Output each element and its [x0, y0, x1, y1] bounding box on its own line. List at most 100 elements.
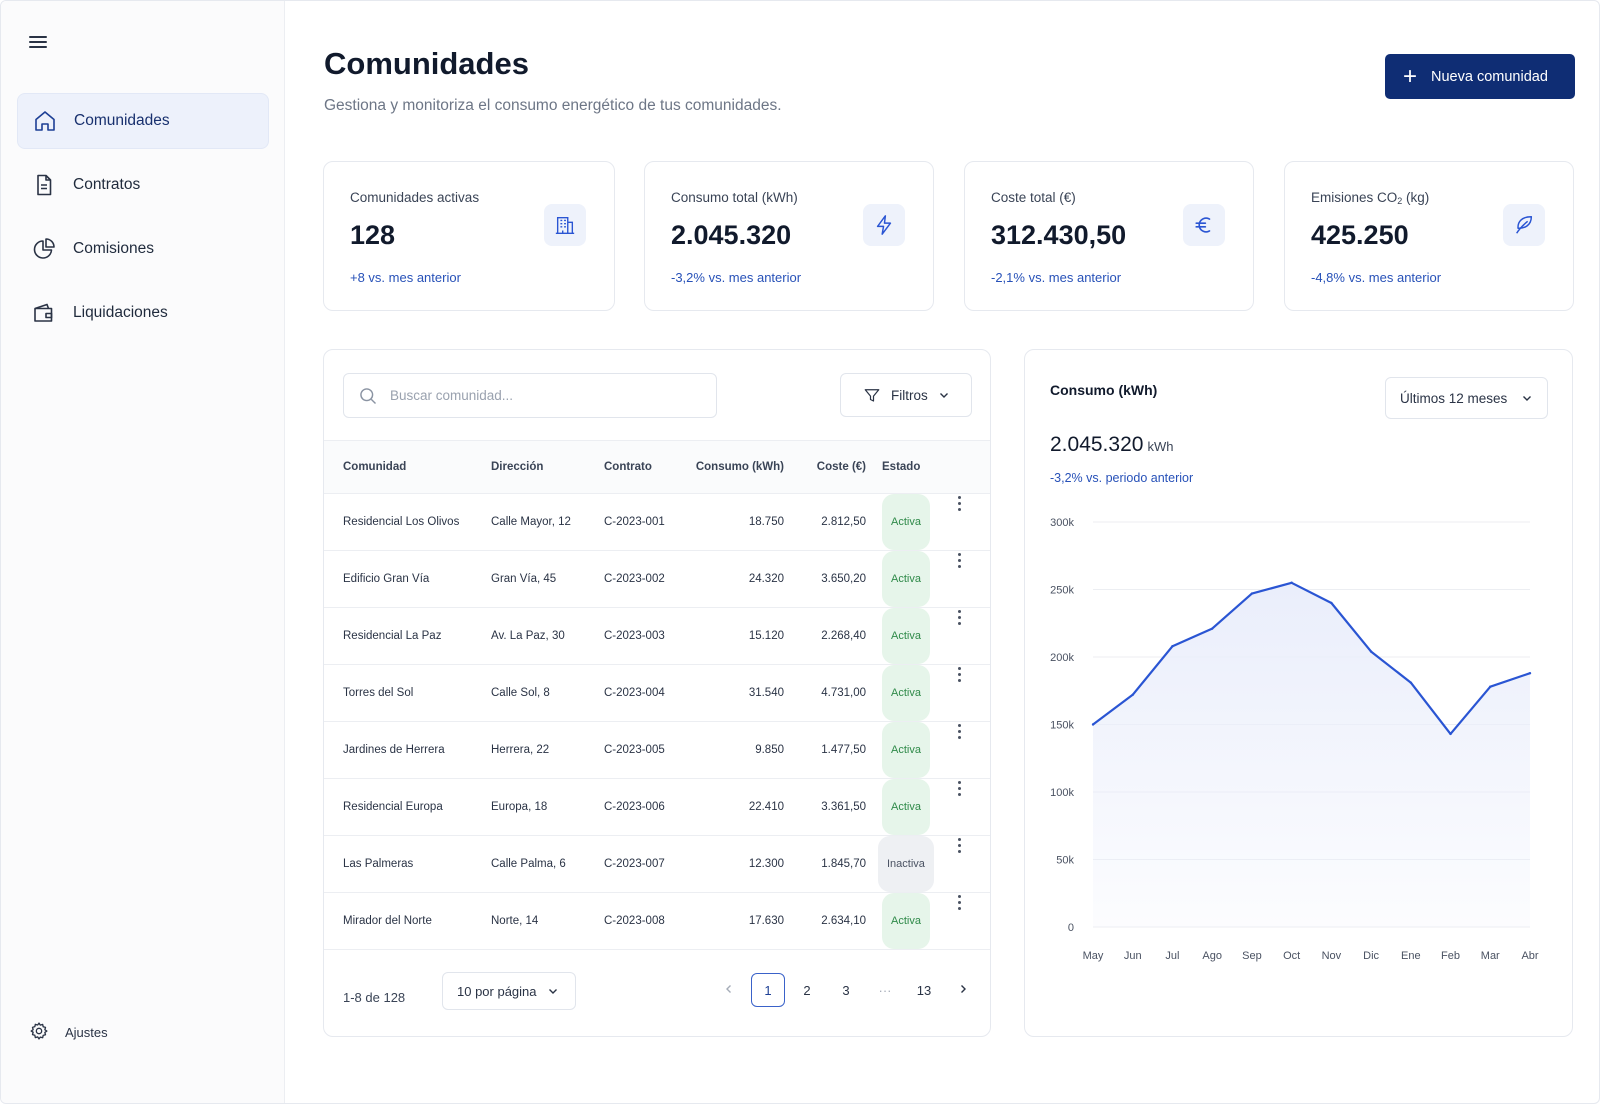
row-actions-icon[interactable]: [952, 893, 966, 949]
cell-consumption: 17.630: [748, 915, 784, 927]
row-actions-icon[interactable]: [952, 494, 966, 550]
y-tick-label: 200k: [1050, 652, 1074, 664]
per-page-select[interactable]: 10 por página: [442, 972, 576, 1010]
row-actions-icon[interactable]: [952, 722, 966, 778]
next-page-button[interactable]: [946, 973, 980, 1007]
data-point: [1131, 693, 1134, 696]
menu-toggle-icon[interactable]: [29, 33, 51, 55]
cell-cost: 2.634,10: [821, 915, 866, 927]
cell-contract: C-2023-006: [604, 801, 665, 813]
stat-card-communities: Comunidades activas 128 +8 vs. mes anter…: [323, 161, 615, 311]
table-row[interactable]: Jardines de Herrera Herrera, 22 C-2023-005…: [324, 722, 990, 779]
settings-label: Ajustes: [65, 1024, 108, 1040]
stat-value: 128: [350, 220, 396, 250]
x-tick-label: May: [1083, 950, 1104, 962]
table-row[interactable]: Las Palmeras Calle Palma, 6 C-2023-007 12.3…: [324, 836, 990, 893]
table-row[interactable]: Torres del Sol Calle Sol, 8 C-2023-004 31.5…: [324, 665, 990, 722]
page-button-3[interactable]: 3: [842, 982, 850, 998]
status-badge: Activa: [882, 779, 930, 835]
cell-contract: C-2023-007: [604, 858, 665, 870]
sidebar-item-contratos[interactable]: Contratos: [17, 157, 269, 213]
chevron-down-icon: [547, 985, 559, 997]
x-tick-label: Ene: [1401, 950, 1421, 962]
prev-page-button[interactable]: [712, 973, 746, 1007]
per-page-value: 10 por página: [457, 983, 537, 999]
table-row[interactable]: Edificio Gran Vía Gran Vía, 45 C-2023-002 2…: [324, 551, 990, 608]
data-point: [1171, 645, 1174, 648]
leaf-icon: [1503, 204, 1545, 246]
consumption-chart-panel: Consumo (kWh) Últimos 12 meses 2.045.320…: [1024, 349, 1573, 1037]
page-button-1[interactable]: 1: [751, 973, 785, 1007]
sidebar-item-liquidaciones[interactable]: Liquidaciones: [17, 285, 269, 341]
stat-value: 312.430,50: [991, 220, 1127, 250]
stat-card-emissions: Emisiones CO2 (kg) 425.250 -4,8% vs. mes…: [1284, 161, 1574, 311]
cell-address: Gran Vía, 45: [491, 573, 557, 585]
table-row[interactable]: Residencial La Paz Av. La Paz, 30 C-2023-0…: [324, 608, 990, 665]
sidebar-nav: Comunidades Contratos Comisiones Liquida…: [17, 93, 269, 349]
cell-address: Calle Mayor, 12: [491, 516, 571, 528]
cell-contract: C-2023-004: [604, 687, 665, 699]
cell-cost: 1.477,50: [821, 744, 866, 756]
chart-change: -3,2% vs. periodo anterior: [1050, 471, 1194, 485]
cell-cost: 2.268,40: [821, 630, 866, 642]
page-button-2[interactable]: 2: [803, 982, 811, 998]
table-row[interactable]: Residencial Europa Europa, 18 C-2023-006 22…: [324, 779, 990, 836]
range-select[interactable]: Últimos 12 meses: [1385, 377, 1548, 419]
plus-icon: +: [1403, 62, 1418, 90]
status-badge: Activa: [882, 608, 930, 664]
row-actions-icon[interactable]: [952, 608, 966, 664]
table-row[interactable]: Residencial Los Olivos Calle Mayor, 12 C-2…: [324, 494, 990, 551]
status-badge: Activa: [882, 494, 930, 550]
row-actions-icon[interactable]: [952, 665, 966, 721]
search-input[interactable]: Buscar comunidad...: [343, 373, 717, 418]
page-subtitle: Gestiona y monitoriza el consumo energét…: [324, 97, 782, 114]
column-header[interactable]: Coste (€): [816, 461, 866, 473]
x-tick-label: Abr: [1521, 950, 1538, 962]
column-header[interactable]: Estado: [882, 461, 921, 473]
filters-label: Filtros: [891, 387, 928, 403]
column-header[interactable]: Comunidad: [343, 461, 407, 473]
column-header[interactable]: Consumo (kWh): [695, 461, 784, 473]
cell-cost: 3.361,50: [821, 801, 866, 813]
communities-table-panel: Buscar comunidad... Filtros Comunidad Di…: [323, 349, 991, 1037]
cell-community: Jardines de Herrera: [343, 744, 445, 756]
cell-consumption: 9.850: [755, 744, 784, 756]
filters-button[interactable]: Filtros: [840, 373, 972, 417]
column-header[interactable]: Dirección: [491, 461, 544, 473]
column-header[interactable]: Contrato: [604, 461, 652, 473]
cell-community: Mirador del Norte: [343, 915, 432, 927]
x-tick-label: Jul: [1165, 950, 1179, 962]
home-icon: [32, 108, 58, 134]
sidebar-item-label: Comunidades: [74, 112, 170, 129]
table-row[interactable]: Mirador del Norte Norte, 14 C-2023-008 17.6…: [324, 893, 990, 950]
building-icon: [544, 204, 586, 246]
stat-change: +8 vs. mes anterior: [350, 270, 461, 285]
page-ellipsis: ···: [878, 982, 892, 998]
data-point: [1369, 650, 1373, 653]
row-actions-icon[interactable]: [952, 551, 966, 607]
cell-consumption: 24.320: [748, 573, 784, 585]
x-tick-label: Ago: [1202, 950, 1222, 962]
search-placeholder: Buscar comunidad...: [390, 388, 514, 403]
sidebar-item-comunidades[interactable]: Comunidades: [17, 93, 269, 149]
cell-cost: 1.845,70: [821, 858, 866, 870]
settings-link[interactable]: Ajustes: [29, 1021, 108, 1043]
pagination-info: 1-8 de 128: [343, 990, 406, 1005]
sidebar-item-comisiones[interactable]: Comisiones: [17, 221, 269, 277]
sidebar: Comunidades Contratos Comisiones Liquida…: [1, 1, 285, 1103]
row-actions-icon[interactable]: [952, 779, 966, 835]
data-point: [1250, 592, 1254, 595]
lightning-icon: [863, 204, 905, 246]
x-tick-label: Feb: [1441, 950, 1460, 962]
cell-contract: C-2023-003: [604, 630, 665, 642]
cell-community: Las Palmeras: [343, 858, 414, 870]
row-actions-icon[interactable]: [952, 836, 966, 892]
new-community-button[interactable]: + Nueva comunidad: [1385, 54, 1575, 99]
cell-consumption: 12.300: [748, 858, 784, 870]
page-button-13[interactable]: 13: [916, 982, 932, 998]
euro-icon: [1183, 204, 1225, 246]
chevron-left-icon: [723, 983, 735, 998]
cell-address: Herrera, 22: [491, 744, 550, 756]
stat-label: Consumo total (kWh): [671, 190, 798, 205]
wallet-icon: [31, 300, 57, 326]
